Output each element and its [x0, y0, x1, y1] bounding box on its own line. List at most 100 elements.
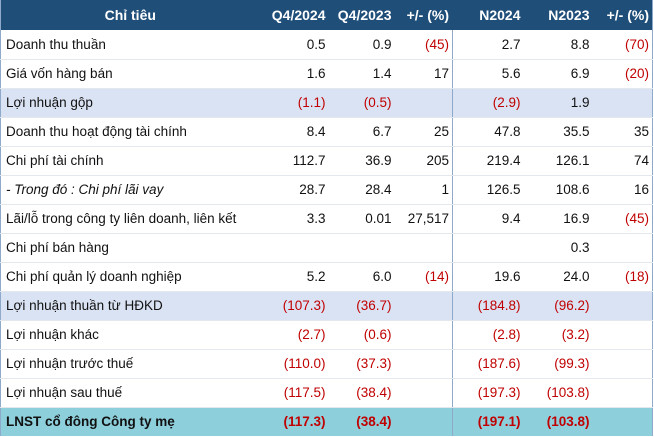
- cell-q4-change: 17: [394, 59, 453, 89]
- cell-n2024: 219.4: [452, 146, 524, 176]
- cell-n-change: [592, 349, 653, 379]
- cell-n2024: (184.8): [452, 291, 524, 321]
- cell-q4-2024: (117.3): [259, 407, 329, 436]
- cell-q4-change: [394, 88, 453, 118]
- cell-q4-change: [394, 349, 453, 379]
- cell-q4-2023: 0.9: [328, 30, 395, 60]
- row-label: Giá vốn hàng bán: [0, 59, 260, 89]
- cell-n-change: 35: [592, 117, 653, 147]
- header-n2023: N2023: [523, 0, 593, 30]
- cell-n2023: 16.9: [523, 204, 593, 234]
- table-row: Giá vốn hàng bán 1.6 1.4 17 5.6 6.9 (20): [0, 59, 653, 89]
- cell-n-change: 74: [592, 146, 653, 176]
- cell-n2024: (2.9): [452, 88, 524, 118]
- cell-q4-2023: (38.4): [328, 407, 395, 436]
- row-label: Doanh thu hoạt động tài chính: [0, 117, 260, 147]
- cell-q4-change: 205: [394, 146, 453, 176]
- cell-n2024: 5.6: [452, 59, 524, 89]
- row-label: - Trong đó : Chi phí lãi vay: [0, 175, 260, 205]
- cell-n2023: 6.9: [523, 59, 593, 89]
- row-label: Chi phí tài chính: [0, 146, 260, 176]
- cell-q4-change: [394, 407, 453, 436]
- cell-q4-2024: (107.3): [259, 291, 329, 321]
- cell-q4-2023: (0.6): [328, 320, 395, 350]
- cell-n2024: 19.6: [452, 262, 524, 292]
- cell-n2024: 9.4: [452, 204, 524, 234]
- row-label: Lợi nhuận gộp: [0, 88, 260, 118]
- table-row: Chi phí bán hàng 0.3: [0, 233, 653, 263]
- cell-q4-2024: 0.5: [259, 30, 329, 60]
- cell-q4-change: 25: [394, 117, 453, 147]
- table-row: Lãi/lỗ trong công ty liên doanh, liên kế…: [0, 204, 653, 234]
- cell-q4-2024: 112.7: [259, 146, 329, 176]
- cell-q4-2023: (37.3): [328, 349, 395, 379]
- cell-q4-2024: 5.2: [259, 262, 329, 292]
- table-row: Lợi nhuận thuần từ HĐKD (107.3) (36.7) (184…: [0, 291, 653, 321]
- cell-q4-2023: (36.7): [328, 291, 395, 321]
- row-label: Lãi/lỗ trong công ty liên doanh, liên kế…: [0, 204, 260, 234]
- table-row: Doanh thu hoạt động tài chính 8.4 6.7 25 47.…: [0, 117, 653, 147]
- cell-q4-2024: [259, 233, 329, 263]
- cell-n2023: 108.6: [523, 175, 593, 205]
- cell-q4-change: 27,517: [394, 204, 453, 234]
- header-n2024: N2024: [452, 0, 524, 30]
- cell-q4-2024: (2.7): [259, 320, 329, 350]
- cell-n2023: 35.5: [523, 117, 593, 147]
- table-row: Chi phí tài chính 112.7 36.9 205 219.4 126.1 7…: [0, 146, 653, 176]
- cell-n-change: [592, 88, 653, 118]
- table-row: Doanh thu thuần 0.5 0.9 (45) 2.7 8.8 (70): [0, 30, 653, 60]
- cell-n-change: [592, 407, 653, 436]
- cell-n-change: 16: [592, 175, 653, 205]
- cell-n2023: (96.2): [523, 291, 593, 321]
- row-label: Lợi nhuận khác: [0, 320, 260, 350]
- cell-q4-2023: [328, 233, 395, 263]
- cell-n-change: (70): [592, 30, 653, 60]
- cell-q4-2023: 36.9: [328, 146, 395, 176]
- cell-n2023: (103.8): [523, 378, 593, 408]
- cell-n2023: 126.1: [523, 146, 593, 176]
- table-row: LNST cổ đông Công ty mẹ (117.3) (38.4) (197…: [0, 407, 653, 436]
- cell-n-change: (45): [592, 204, 653, 234]
- cell-q4-change: 1: [394, 175, 453, 205]
- cell-n2024: [452, 233, 524, 263]
- cell-q4-2023: 6.0: [328, 262, 395, 292]
- cell-n2023: 24.0: [523, 262, 593, 292]
- cell-n2024: (197.3): [452, 378, 524, 408]
- cell-q4-2023: 28.4: [328, 175, 395, 205]
- cell-n2024: 47.8: [452, 117, 524, 147]
- header-n-change: +/- (%): [592, 0, 653, 30]
- table-row: Lợi nhuận khác (2.7) (0.6) (2.8) (3.2): [0, 320, 653, 350]
- table-row: Lợi nhuận gộp (1.1) (0.5) (2.9) 1.9: [0, 88, 653, 118]
- header-q4-change: +/- (%): [394, 0, 453, 30]
- cell-q4-2024: 28.7: [259, 175, 329, 205]
- row-label: Doanh thu thuần: [0, 30, 260, 60]
- cell-n-change: [592, 233, 653, 263]
- header-q4-2024: Q4/2024: [259, 0, 329, 30]
- cell-q4-2024: 3.3: [259, 204, 329, 234]
- cell-q4-2024: (117.5): [259, 378, 329, 408]
- cell-q4-change: [394, 378, 453, 408]
- cell-q4-2023: 6.7: [328, 117, 395, 147]
- header-indicator: Chỉ tiêu: [0, 0, 260, 30]
- cell-n2024: (197.1): [452, 407, 524, 436]
- cell-n-change: (18): [592, 262, 653, 292]
- header-q4-2023: Q4/2023: [328, 0, 395, 30]
- cell-n2024: (2.8): [452, 320, 524, 350]
- cell-q4-2023: (0.5): [328, 88, 395, 118]
- table-row: Lợi nhuận trước thuế (110.0) (37.3) (187.6)…: [0, 349, 653, 379]
- cell-q4-2024: (110.0): [259, 349, 329, 379]
- cell-n2023: 1.9: [523, 88, 593, 118]
- cell-n-change: [592, 320, 653, 350]
- row-label: Lợi nhuận sau thuế: [0, 378, 260, 408]
- row-label: Lợi nhuận thuần từ HĐKD: [0, 291, 260, 321]
- row-label: Chi phí quản lý doanh nghiệp: [0, 262, 260, 292]
- cell-q4-2023: (38.4): [328, 378, 395, 408]
- cell-n2024: 126.5: [452, 175, 524, 205]
- row-label: LNST cổ đông Công ty mẹ: [0, 407, 260, 436]
- cell-n2024: 2.7: [452, 30, 524, 60]
- row-label: Chi phí bán hàng: [0, 233, 260, 263]
- cell-q4-2023: 1.4: [328, 59, 395, 89]
- cell-q4-2023: 0.01: [328, 204, 395, 234]
- cell-q4-change: [394, 320, 453, 350]
